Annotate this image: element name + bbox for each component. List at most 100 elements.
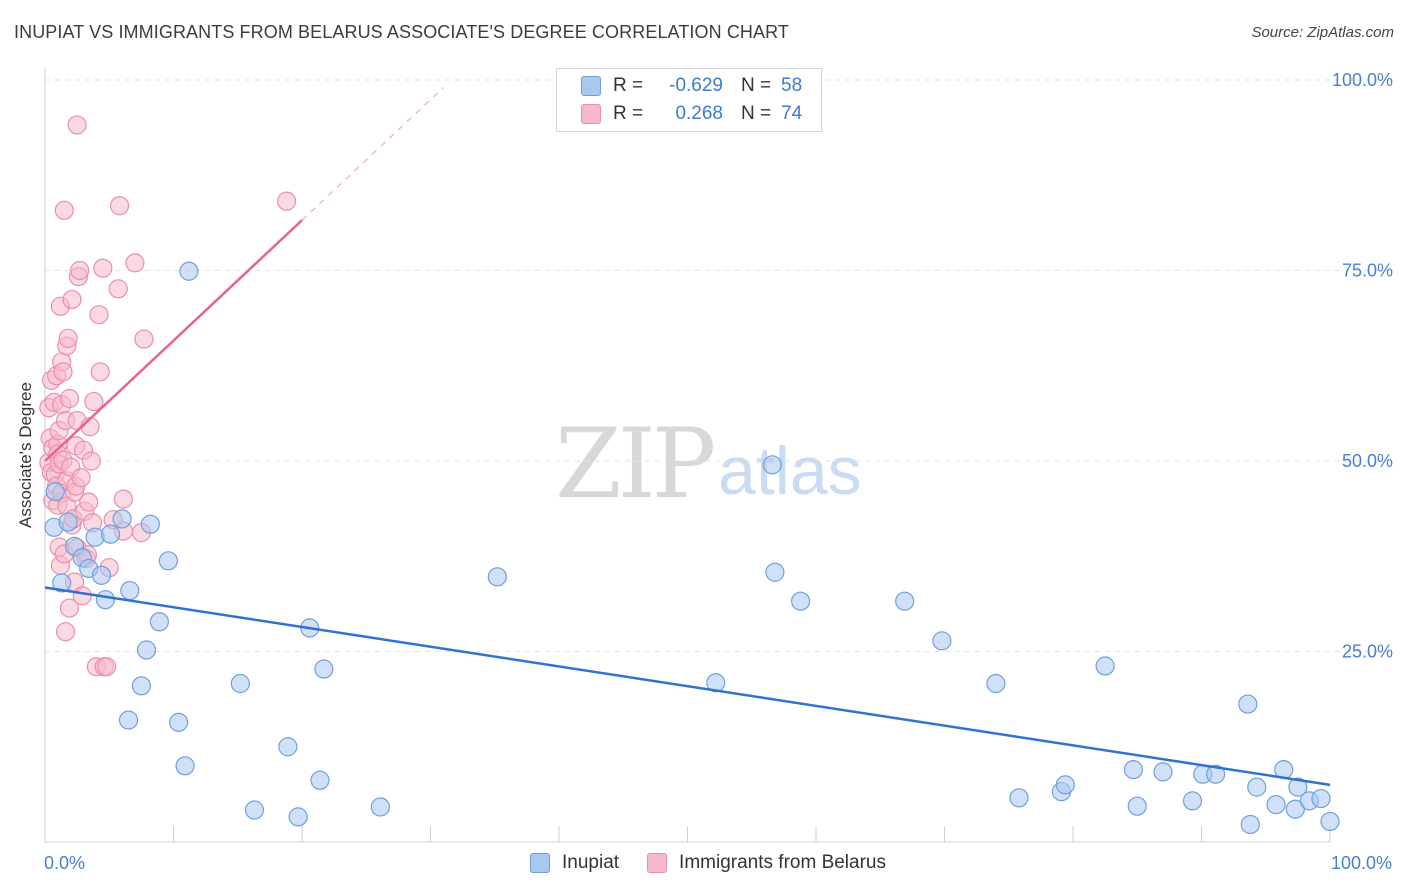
inupiat-point	[120, 580, 140, 601]
inupiat-point	[1182, 791, 1203, 811]
legend-row-belarus: R = 0.268 N = 74	[581, 101, 802, 127]
n-value: 58	[781, 75, 803, 96]
source-credit: Source: ZipAtlas.com	[1251, 24, 1394, 41]
inupiat-point	[932, 631, 952, 651]
inupiat-point	[370, 797, 390, 817]
n-label: N =	[741, 75, 772, 96]
belarus-point	[89, 305, 109, 325]
inupiat-point	[765, 562, 785, 582]
inupiat-point	[158, 551, 178, 571]
legend-label-inupiat: Inupiat	[562, 852, 620, 873]
inupiat-point	[1095, 656, 1115, 676]
y-tick-label: 75.0%	[1342, 261, 1393, 281]
y-tick-label: 25.0%	[1342, 642, 1393, 662]
belarus-point	[84, 391, 104, 412]
r-label: R =	[613, 75, 644, 96]
inupiat-point	[45, 481, 65, 502]
inupiat-point	[1153, 762, 1173, 782]
legend-label-belarus: Immigrants from Belarus	[679, 852, 886, 873]
inupiat-point	[1055, 775, 1075, 795]
inupiat-point	[1206, 764, 1226, 784]
inupiat-point	[85, 527, 105, 547]
inupiat-point	[100, 524, 121, 544]
belarus-point	[125, 253, 145, 273]
belarus-point	[59, 598, 80, 618]
belarus-point	[55, 622, 76, 642]
belarus-point	[81, 451, 101, 471]
belarus-point	[276, 191, 297, 211]
legend-item-inupiat[interactable]: Inupiat	[530, 852, 619, 874]
y-tick-label: 100.0%	[1332, 70, 1393, 90]
inupiat-point	[140, 514, 160, 534]
inupiat-point	[1288, 777, 1308, 797]
belarus-point	[109, 196, 130, 216]
x-tick-label: 0.0%	[44, 853, 85, 873]
inupiat-point	[895, 591, 915, 611]
belarus-trend-extension	[301, 87, 444, 221]
inupiat-point	[762, 455, 782, 475]
inupiat-point	[1320, 811, 1340, 832]
belarus-point	[79, 492, 99, 512]
inupiat-point	[1127, 796, 1147, 816]
belarus-point	[108, 279, 128, 299]
inupiat-point	[179, 261, 199, 281]
legend-item-belarus[interactable]: Immigrants from Belarus	[647, 852, 886, 874]
belarus-swatch	[647, 853, 668, 873]
n-value: 74	[781, 103, 803, 124]
inupiat-point	[1238, 694, 1258, 714]
inupiat-point	[1311, 788, 1331, 809]
inupiat-point	[136, 640, 157, 660]
watermark-atlas: atlas	[718, 433, 862, 509]
legend-row-inupiat: R = -0.629 N = 58	[581, 73, 802, 99]
inupiat-point	[1285, 799, 1305, 819]
inupiat-point	[175, 756, 195, 776]
inupiat-point	[52, 573, 72, 593]
n-label: N =	[741, 103, 772, 124]
belarus-point	[62, 289, 82, 310]
inupiat-point	[288, 807, 308, 827]
inupiat-point	[1009, 788, 1029, 808]
inupiat-point	[487, 567, 507, 587]
y-tick-label: 50.0%	[1342, 451, 1393, 471]
belarus-point	[90, 362, 110, 382]
inupiat-trend-line	[44, 586, 1331, 787]
inupiat-point	[244, 800, 265, 820]
belarus-point	[72, 586, 92, 606]
inupiat-point	[314, 659, 334, 679]
belarus-point	[59, 388, 80, 409]
inupiat-point	[95, 590, 115, 610]
inupiat-point	[91, 565, 112, 585]
r-value: 0.268	[675, 103, 723, 124]
inupiat-swatch	[581, 76, 601, 96]
belarus-point	[53, 362, 73, 382]
belarus-point	[97, 657, 117, 677]
x-tick-label: 100.0%	[1331, 853, 1392, 873]
inupiat-point	[1123, 760, 1143, 780]
inupiat-point	[58, 512, 78, 532]
inupiat-point	[278, 737, 298, 757]
inupiat-point	[131, 676, 151, 696]
belarus-point	[70, 260, 90, 281]
series-legend: Inupiat Immigrants from Belarus	[530, 852, 914, 874]
inupiat-point	[1247, 777, 1267, 797]
inupiat-point	[1266, 795, 1286, 815]
belarus-point	[93, 258, 113, 278]
inupiat-point	[112, 509, 132, 529]
r-value: -0.629	[669, 75, 723, 96]
inupiat-point	[149, 612, 169, 632]
belarus-trend-line	[44, 219, 303, 462]
inupiat-point	[230, 673, 250, 694]
belarus-point	[71, 468, 91, 488]
inupiat-point	[310, 770, 330, 790]
inupiat-point	[1240, 814, 1260, 835]
belarus-swatch	[581, 104, 601, 124]
belarus-point	[58, 328, 78, 348]
belarus-point	[113, 489, 133, 509]
belarus-point	[54, 200, 74, 220]
watermark-zip: ZIP	[555, 408, 716, 520]
belarus-point	[67, 115, 87, 135]
inupiat-point	[986, 673, 1006, 694]
inupiat-point	[790, 591, 811, 611]
inupiat-swatch	[530, 853, 550, 873]
